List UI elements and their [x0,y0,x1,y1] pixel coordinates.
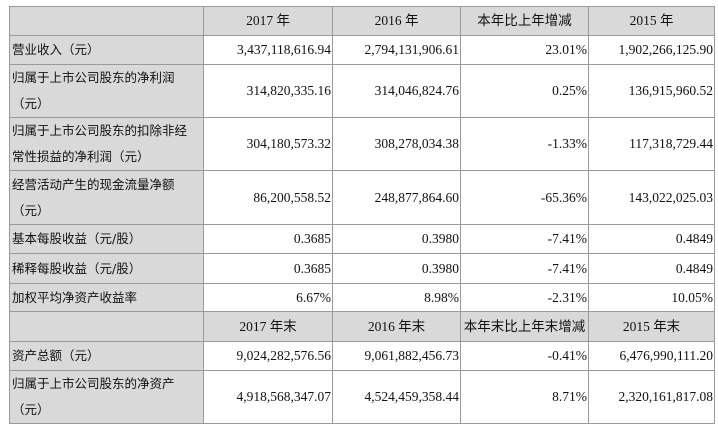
column-header: 本年末比上年末增减 [460,311,589,342]
value-cell: 2,320,161,817.08 [588,370,715,424]
header-row: 2017 年末 2016 年末 本年末比上年末增减 2015 年末 [9,311,715,342]
column-header: 2016 年末 [332,311,461,342]
row-label: 归属于上市公司股东的净利润 （元） [9,64,204,118]
value-cell: 136,915,960.52 [588,64,715,118]
row-label: 营业收入（元） [9,35,204,65]
value-cell: 86,200,558.52 [203,170,333,225]
value-cell: 117,318,729.44 [588,117,715,171]
value-cell: 10.05% [588,283,715,312]
row-label-line: 归属于上市公司股东的扣除非经 [12,123,188,138]
value-cell: 0.4849 [588,253,715,284]
value-cell: -0.41% [460,341,589,371]
value-cell: 9,061,882,456.73 [332,341,461,371]
value-cell: 1,902,266,125.90 [588,35,715,65]
row-label-line: 归属于上市公司股东的净资产 [12,376,175,391]
value-cell: 9,024,282,576.56 [203,341,333,371]
value-cell: 3,437,118,616.94 [203,35,333,65]
row-label-line: 经营活动产生的现金流量净额 [12,176,175,192]
value-cell: 143,022,025.03 [588,170,715,225]
header-blank-cell [9,6,204,36]
row-label-line: 营业收入（元） [12,42,100,57]
row-label-line: 基本每股收益（元/股） [12,231,142,246]
value-cell: 4,524,459,358.44 [332,370,461,424]
table-row: 基本每股收益（元/股） 0.3685 0.3980 -7.41% 0.4849 [9,224,715,254]
value-cell: 0.3685 [203,224,333,254]
row-label: 归属于上市公司股东的净资产 （元） [9,370,204,424]
value-cell: 314,046,824.76 [332,64,461,118]
row-label: 稀释每股收益（元/股） [9,253,204,284]
value-cell: 0.25% [460,64,589,118]
row-label-line: 归属于上市公司股东的净利润 [12,70,175,85]
value-cell: -1.33% [460,117,589,171]
table-row: 营业收入（元） 3,437,118,616.94 2,794,131,906.61 2… [9,35,715,65]
column-header: 2017 年 [203,6,333,36]
value-cell: 23.01% [460,35,589,65]
value-cell: 8.71% [460,370,589,424]
row-label: 经营活动产生的现金流量净额 （元） [9,170,204,225]
value-cell: 308,278,034.38 [332,117,461,171]
column-header: 2015 年 [588,6,715,36]
row-label-line: 资产总额（元） [12,348,100,363]
value-cell: -2.31% [460,283,589,312]
row-label-line: （元） [12,202,50,218]
value-cell: 304,180,573.32 [203,117,333,171]
row-label: 加权平均净资产收益率 [9,283,204,312]
table-row: 资产总额（元） 9,024,282,576.56 9,061,882,456.73-… [9,341,715,371]
value-cell: 6.67% [203,283,333,312]
value-cell: 0.3980 [332,224,461,254]
table-row: 归属于上市公司股东的净利润 （元） 314,820,335.16 314,046,82… [9,64,715,118]
row-label-line: （元） [12,402,50,417]
value-cell: 314,820,335.16 [203,64,333,118]
column-header: 本年比上年增减 [460,6,589,36]
header-blank-cell [9,311,204,342]
value-cell: 6,476,990,111.20 [588,341,715,371]
table-row: 稀释每股收益（元/股） 0.3685 0.3980 -7.41% 0.4849 [9,253,715,284]
header-row: 2017 年 2016 年本年比上年增减 2015 年 [9,6,715,36]
table-row: 归属于上市公司股东的扣除非经 常性损益的净利润（元） 304,180,573.32 3… [9,117,715,171]
value-cell: 4,918,568,347.07 [203,370,333,424]
table-row: 归属于上市公司股东的净资产 （元） 4,918,568,347.07 4,524,45… [9,370,715,424]
value-cell: -7.41% [460,224,589,254]
value-cell: 248,877,864.60 [332,170,461,225]
value-cell: 0.3685 [203,253,333,284]
table-row: 经营活动产生的现金流量净额 （元） 86,200,558.52 248,877,864… [9,170,715,225]
row-label: 资产总额（元） [9,341,204,371]
value-cell: 0.3980 [332,253,461,284]
value-cell: -65.36% [460,170,589,225]
row-label: 基本每股收益（元/股） [9,224,204,254]
row-label-line: 稀释每股收益（元/股） [12,260,142,276]
table-row: 加权平均净资产收益率 6.67% 8.98% -2.31% 10.05% [9,283,715,312]
row-label-line: （元） [12,96,50,111]
row-label: 归属于上市公司股东的扣除非经 常性损益的净利润（元） [9,117,204,171]
column-header: 2015 年末 [588,311,715,342]
value-cell: 2,794,131,906.61 [332,35,461,65]
value-cell: -7.41% [460,253,589,284]
value-cell: 0.4849 [588,224,715,254]
column-header: 2017 年末 [203,311,333,342]
row-label-line: 常性损益的净利润（元） [12,149,150,164]
column-header: 2016 年 [332,6,461,36]
value-cell: 8.98% [332,283,461,312]
financial-summary-table: 2017 年 2016 年本年比上年增减 2015 年营业收入（元） 3,437,11… [9,6,715,424]
row-label-line: 加权平均净资产收益率 [12,289,138,305]
